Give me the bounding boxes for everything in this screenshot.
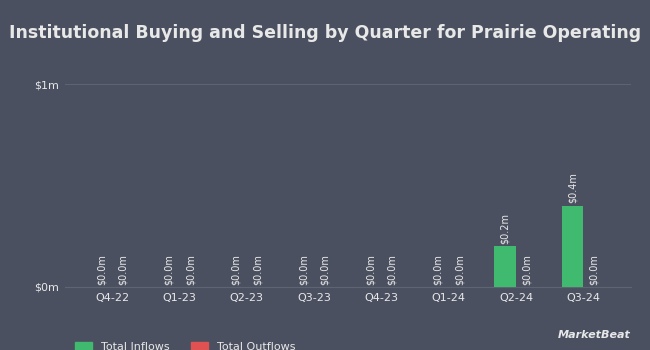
Text: $0.0m: $0.0m bbox=[589, 254, 599, 285]
Text: $0.0m: $0.0m bbox=[522, 254, 532, 285]
Bar bbox=[562, 206, 583, 287]
Text: $0.0m: $0.0m bbox=[96, 254, 107, 285]
Text: MarketBeat: MarketBeat bbox=[558, 329, 630, 340]
Text: $0.0m: $0.0m bbox=[253, 254, 263, 285]
Text: Institutional Buying and Selling by Quarter for Prairie Operating: Institutional Buying and Selling by Quar… bbox=[9, 25, 641, 42]
Text: $0.0m: $0.0m bbox=[387, 254, 397, 285]
Bar bbox=[495, 246, 516, 287]
Text: $0.0m: $0.0m bbox=[185, 254, 195, 285]
Text: $0.0m: $0.0m bbox=[366, 254, 376, 285]
Text: $0.0m: $0.0m bbox=[231, 254, 241, 285]
Text: $0.0m: $0.0m bbox=[298, 254, 308, 285]
Text: $0.0m: $0.0m bbox=[118, 254, 128, 285]
Text: $0.0m: $0.0m bbox=[164, 254, 174, 285]
Text: $0.0m: $0.0m bbox=[454, 254, 465, 285]
Text: $0.2m: $0.2m bbox=[500, 213, 510, 244]
Text: $0.4m: $0.4m bbox=[567, 173, 577, 203]
Text: $0.0m: $0.0m bbox=[433, 254, 443, 285]
Text: $0.0m: $0.0m bbox=[320, 254, 330, 285]
Legend: Total Inflows, Total Outflows: Total Inflows, Total Outflows bbox=[71, 337, 300, 350]
